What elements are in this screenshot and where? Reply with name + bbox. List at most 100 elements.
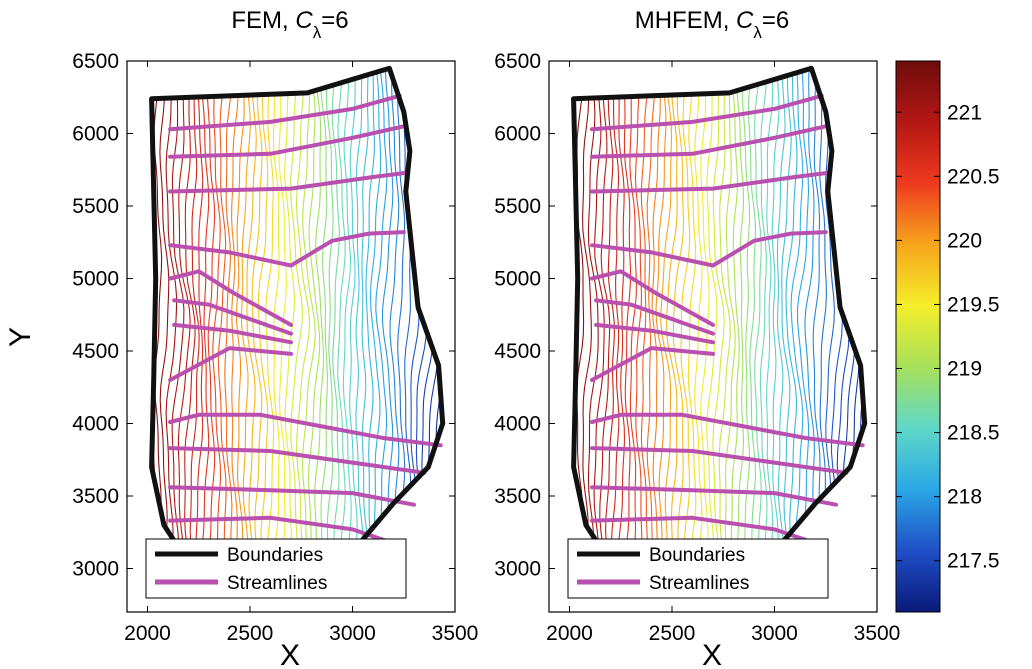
colorbar-ticks: 217.5 218 218.5 219 219.5 220 220.5 221: [896, 101, 1000, 573]
fem-contour-line: [231, 68, 239, 579]
mhfem-contour-line: [796, 68, 810, 579]
fem-contour-line: [265, 68, 275, 579]
fem-x-axis-label: X: [280, 639, 300, 669]
fem-streamline: [168, 269, 293, 327]
mhfem-contour-line: [617, 68, 626, 579]
fem-axis-ticks: 2000 2500 3000 3500 3000 3500 4000 4500 5000 5500…: [72, 50, 478, 645]
mhfem-contour-line: [754, 68, 762, 579]
colorbar-tick-label: 220: [947, 229, 982, 252]
colorbar-tick-label: 220.5: [947, 165, 1000, 188]
fem-contour-line: [325, 68, 334, 579]
fem-streamline: [172, 298, 293, 336]
mhfem-legend-boundaries-label: Boundaries: [649, 545, 745, 566]
mhfem-contour-line: [729, 68, 740, 579]
fem-contour-line: [426, 68, 440, 579]
fem-contour-line: [206, 68, 216, 579]
fem-contour-line: [189, 68, 200, 579]
mhfem-contour-line: [634, 68, 643, 579]
fem-y-tick-label: 4500: [72, 340, 119, 363]
mhfem-plot-area: [548, 60, 878, 613]
mhfem-legend-streamlines-label: Streamlines: [649, 573, 749, 594]
mhfem-y-tick-label: 5500: [494, 195, 541, 218]
mhfem-contour-line: [687, 68, 697, 579]
fem-y-tick-label: 6000: [72, 123, 119, 146]
mhfem-panel: MHFEM, Cλ=6 2000 2500 3000 3500 3000 3500 4000…: [494, 7, 900, 669]
fem-y-axis-label: Y: [4, 327, 37, 347]
mhfem-streamline: [590, 230, 828, 268]
mhfem-contour-field: [573, 68, 865, 579]
fem-contour-line: [200, 68, 210, 579]
mhfem-streamline: [590, 124, 828, 159]
fem-legend: Boundaries Streamlines: [145, 538, 407, 599]
fem-contour-line: [272, 68, 280, 579]
colorbar-gradient: [895, 60, 941, 613]
fem-contour-line: [284, 68, 295, 579]
fem-streamline: [168, 485, 416, 507]
mhfem-panel-title: MHFEM, Cλ=6: [635, 7, 790, 42]
fem-y-tick-label: 4000: [72, 413, 119, 436]
fem-contour-line: [159, 68, 170, 579]
mhfem-streamline: [594, 298, 715, 336]
colorbar-tick-label: 219.5: [947, 293, 1000, 316]
fem-contour-line: [224, 68, 233, 579]
mhfem-streamline: [590, 446, 849, 475]
fem-streamline: [168, 230, 406, 268]
colorbar: 217.5 218 218.5 219 219.5 220 220.5 221: [895, 60, 1000, 613]
mhfem-streamline: [590, 93, 824, 132]
fem-contour-line: [236, 68, 245, 579]
mhfem-y-tick-label: 3500: [494, 485, 541, 508]
colorbar-tick-label: 219: [947, 358, 982, 381]
fem-contour-line: [301, 68, 316, 579]
mhfem-contour-line: [848, 68, 860, 579]
mhfem-contour-line: [790, 68, 804, 579]
mhfem-contour-line: [655, 68, 667, 579]
mhfem-x-axis-label: X: [702, 639, 722, 669]
fem-legend-streamlines-label: Streamlines: [227, 573, 327, 594]
mhfem-y-tick-label: 4000: [494, 413, 541, 436]
mhfem-y-tick-label: 6000: [494, 123, 541, 146]
fem-y-tick-label: 5500: [72, 195, 119, 218]
mhfem-contour-line: [629, 68, 637, 579]
fem-contour-line: [314, 68, 325, 579]
fem-streamline: [168, 124, 406, 159]
fem-contour-line: [432, 68, 443, 579]
mhfem-contour-line: [712, 68, 725, 579]
mhfem-contour-line: [672, 68, 684, 579]
fem-streamlines: [168, 93, 443, 548]
mhfem-streamline: [594, 322, 715, 345]
fem-contour-line: [240, 68, 251, 579]
fem-y-tick-label: 5000: [72, 268, 119, 291]
fem-contour-line: [375, 68, 388, 579]
mhfem-x-tick-label: 2000: [546, 622, 593, 645]
mhfem-x-tick-label: 3500: [854, 622, 901, 645]
fem-contour-line: [320, 68, 328, 579]
mhfem-contour-line: [766, 68, 774, 579]
mhfem-contour-line: [623, 68, 632, 579]
fem-contour-line: [194, 68, 204, 579]
fem-panel: FEM, Cλ=6 2000 2500 3000 3500 3000 3500 4000 45…: [4, 7, 478, 669]
fem-streamline: [168, 346, 293, 382]
mhfem-contour-line: [747, 68, 757, 579]
mhfem-contour-line: [610, 68, 620, 579]
mhfem-contour-line: [651, 68, 661, 579]
mhfem-contour-line: [735, 68, 745, 579]
fem-streamline: [168, 412, 443, 448]
fem-contour-line: [389, 68, 400, 579]
mhfem-contour-line: [694, 68, 703, 579]
fem-contour-line: [381, 68, 394, 579]
fem-contour-line: [342, 68, 352, 579]
mhfem-contour-line: [666, 68, 678, 579]
fem-contour-line: [171, 68, 185, 579]
mhfem-contour-line: [599, 68, 611, 579]
mhfem-streamline: [590, 485, 838, 507]
mhfem-y-tick-label: 3000: [494, 558, 541, 581]
fem-y-tick-label: 6500: [72, 50, 119, 73]
mhfem-contour-line: [741, 68, 751, 579]
fem-contour-line: [438, 68, 443, 579]
fem-contour-line: [217, 68, 227, 579]
fem-streamline: [168, 515, 402, 548]
mhfem-contour-line: [771, 68, 780, 579]
fem-contour-line: [307, 68, 321, 579]
fem-contour-field: [151, 68, 443, 579]
